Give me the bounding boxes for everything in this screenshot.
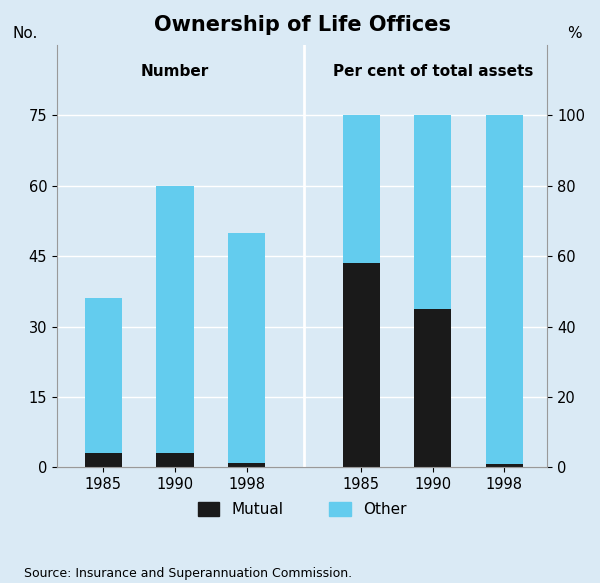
- Text: No.: No.: [13, 26, 38, 41]
- Bar: [228, 233, 265, 463]
- Bar: [85, 298, 122, 454]
- Bar: [343, 115, 380, 264]
- Text: %: %: [567, 26, 581, 41]
- Text: Per cent of total assets: Per cent of total assets: [332, 64, 533, 79]
- Text: Number: Number: [141, 64, 209, 79]
- Bar: [157, 186, 194, 454]
- Title: Ownership of Life Offices: Ownership of Life Offices: [154, 15, 451, 35]
- Legend: Mutual, Other: Mutual, Other: [191, 496, 412, 524]
- Bar: [414, 309, 451, 468]
- Bar: [343, 264, 380, 468]
- Bar: [85, 454, 122, 468]
- Bar: [486, 464, 523, 468]
- Text: Source: Insurance and Superannuation Commission.: Source: Insurance and Superannuation Com…: [24, 567, 352, 580]
- Bar: [486, 115, 523, 464]
- Bar: [414, 115, 451, 309]
- Bar: [228, 463, 265, 468]
- Bar: [157, 454, 194, 468]
